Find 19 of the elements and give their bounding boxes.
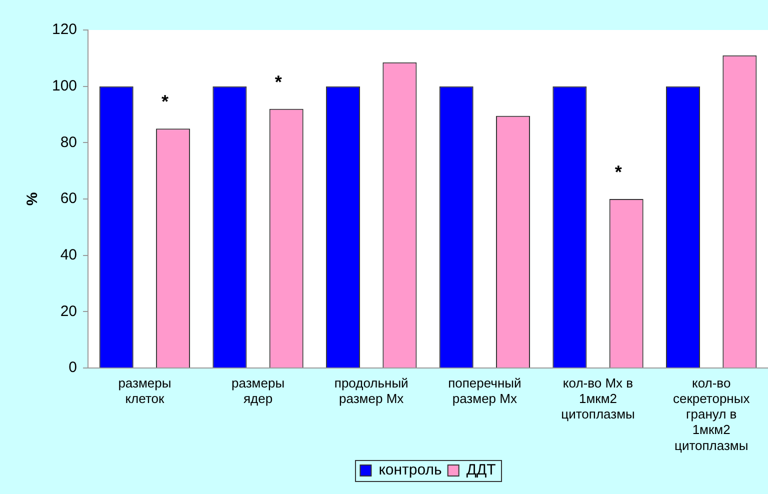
data-label: * bbox=[274, 72, 282, 92]
y-tick-label: 100 bbox=[52, 77, 78, 94]
x-tick-label: кол-во Мх в 1мкм2 цитоплазмы bbox=[561, 375, 635, 422]
legend-label: ДДТ bbox=[466, 462, 496, 479]
y-tick-label: 40 bbox=[60, 246, 78, 264]
y-tick-label: 60 bbox=[60, 190, 78, 208]
y-axis-title: % bbox=[24, 192, 42, 206]
x-tick-label: кол-во секреторных гранул в 1мкм2 цитоплазмы bbox=[672, 375, 750, 453]
y-tick-label: 120 bbox=[52, 21, 78, 38]
y-tick-label: 20 bbox=[60, 302, 78, 320]
x-tick-label: поперечный размер Мх bbox=[448, 375, 522, 406]
y-tick-label: 0 bbox=[68, 359, 78, 376]
x-tick-label: размеры клеток bbox=[118, 375, 172, 406]
y-tick-label: 80 bbox=[60, 134, 78, 151]
x-tick-label: продольный размер Мх bbox=[334, 375, 408, 406]
data-label: * bbox=[162, 92, 169, 112]
legend-label: контроль bbox=[378, 462, 442, 479]
x-tick-label: размеры ядер bbox=[232, 375, 285, 406]
data-label: * bbox=[614, 162, 622, 182]
